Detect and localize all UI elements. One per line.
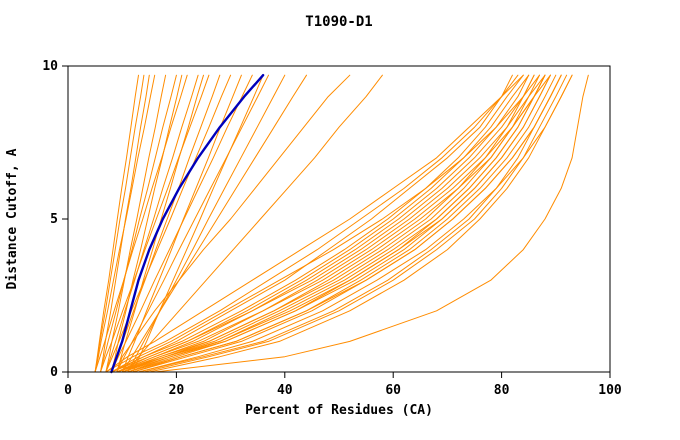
x-tick-label: 20 — [169, 383, 185, 398]
model-curve — [105, 74, 519, 373]
model-curve — [116, 74, 535, 373]
x-tick-label: 80 — [494, 383, 510, 398]
axes-layer: 0 20 40 60 80 100 0 5 10 — [42, 59, 622, 398]
model-curve — [110, 74, 524, 373]
y-tick-label: 5 — [50, 212, 58, 227]
model-curve — [138, 74, 562, 373]
chart-title: T1090-D1 — [305, 14, 372, 30]
model-curve — [94, 74, 156, 373]
model-curve — [121, 74, 540, 373]
model-curve — [105, 74, 232, 373]
model-curve — [110, 74, 183, 373]
model-curve — [110, 74, 513, 373]
model-curve — [132, 74, 264, 373]
model-curve — [121, 74, 546, 373]
y-tick-label: 10 — [42, 59, 58, 74]
x-tick-label: 60 — [385, 383, 401, 398]
model-curve — [100, 74, 177, 373]
model-curve — [154, 74, 589, 373]
model-curve — [143, 74, 568, 373]
model-curve — [116, 74, 546, 373]
x-tick-label: 0 — [64, 383, 72, 398]
model-curve — [94, 74, 145, 373]
model-curve — [121, 74, 551, 373]
model-curve — [110, 74, 540, 373]
x-tick-label: 100 — [598, 383, 622, 398]
model-curve — [116, 74, 351, 373]
model-curve — [132, 74, 562, 373]
curves-layer — [94, 74, 589, 374]
y-tick-label: 0 — [50, 365, 58, 380]
model-curve — [116, 74, 551, 373]
model-curve — [148, 74, 573, 373]
model-curve — [105, 74, 524, 373]
model-curve — [110, 74, 253, 373]
y-axis-label: Distance Cutoff, A — [5, 148, 20, 289]
model-curve — [94, 74, 139, 373]
x-axis-label: Percent of Residues (CA) — [245, 403, 433, 418]
plot-border — [67, 65, 611, 373]
model-curve — [116, 74, 530, 373]
model-curve — [105, 74, 167, 373]
x-tick-label: 40 — [277, 383, 293, 398]
model-curve — [110, 74, 535, 373]
model-curve — [110, 74, 221, 373]
model-curve — [94, 74, 188, 373]
model-curve — [121, 74, 307, 373]
model-curve — [116, 74, 530, 373]
model-curve — [127, 74, 286, 373]
model-curve — [105, 74, 199, 373]
model-curve — [100, 74, 210, 373]
highlighted-curve — [110, 74, 265, 374]
